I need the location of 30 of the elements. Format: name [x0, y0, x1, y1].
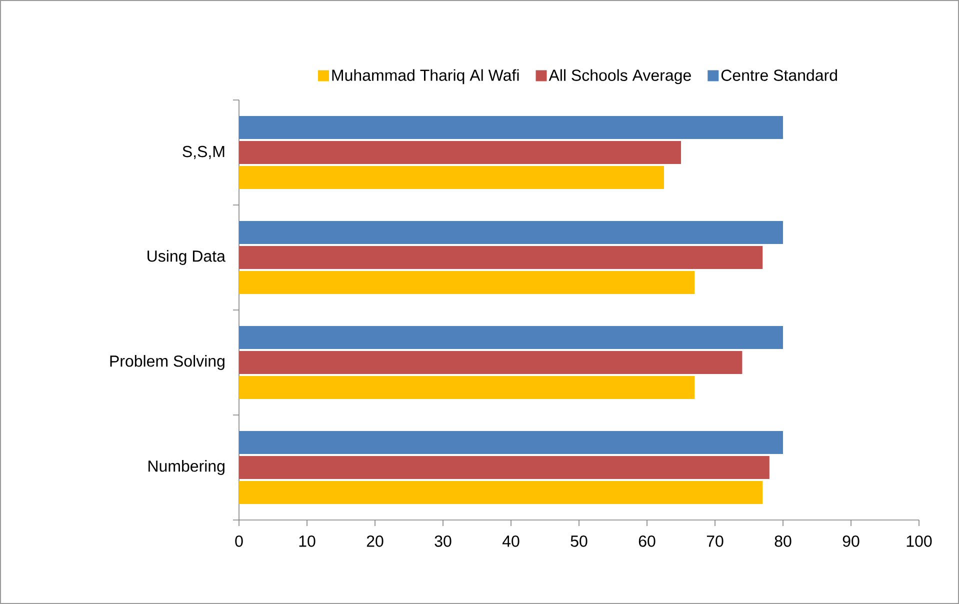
bar — [239, 376, 695, 399]
x-tick-label: 50 — [570, 536, 588, 547]
legend-label: All Schools Average — [548, 69, 691, 84]
x-tick-label: 40 — [502, 536, 520, 547]
bar — [239, 140, 682, 164]
bar — [239, 480, 763, 504]
x-tick-label: 100 — [906, 536, 932, 547]
x-tick-label: 0 — [235, 536, 243, 547]
bar — [239, 246, 763, 269]
y-tick-label: S,S,M — [182, 146, 224, 160]
bar — [239, 270, 695, 294]
x-tick-label: 90 — [842, 536, 860, 547]
bar — [239, 456, 770, 479]
bar — [239, 350, 742, 374]
bar — [239, 116, 784, 139]
x-tick-label: 10 — [299, 536, 316, 547]
legend-label: Muhammad Thariq Al Wafi — [332, 69, 519, 84]
y-tick-label: Problem Solving — [110, 355, 224, 370]
bar — [239, 221, 784, 244]
y-tick-label: Using Data — [148, 250, 226, 265]
x-tick-label: 60 — [638, 536, 656, 547]
x-tick-label: 80 — [774, 536, 792, 547]
x-tick-label: 70 — [706, 536, 724, 547]
legend-label: Centre Standard — [721, 69, 837, 81]
y-tick-label: Numbering — [148, 460, 224, 475]
x-tick-label: 30 — [434, 536, 452, 547]
bar — [239, 166, 664, 189]
x-tick-label: 20 — [366, 536, 384, 547]
bar — [239, 326, 784, 349]
bar — [239, 430, 784, 454]
